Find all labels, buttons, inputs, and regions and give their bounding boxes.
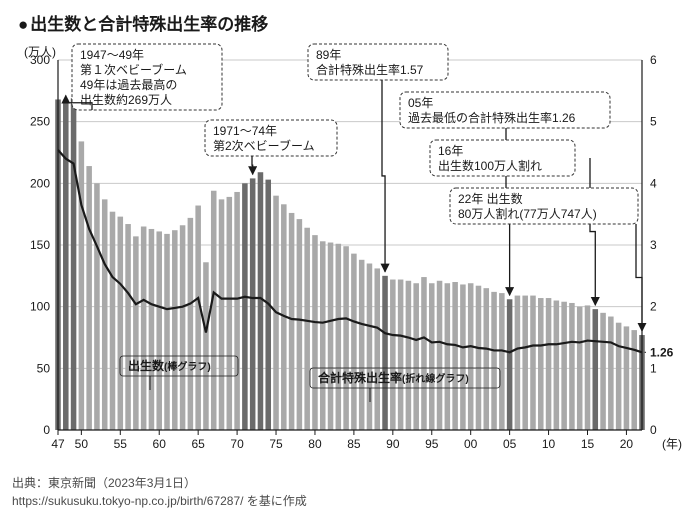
svg-text:2: 2: [650, 300, 657, 314]
svg-text:49年は過去最高の: 49年は過去最高の: [80, 77, 177, 92]
svg-text:05: 05: [503, 437, 517, 451]
svg-text:(年): (年): [662, 437, 682, 451]
svg-text:0: 0: [43, 423, 50, 437]
svg-text:3: 3: [650, 238, 657, 252]
svg-text:過去最低の合計特殊出生率1.26: 過去最低の合計特殊出生率1.26: [408, 110, 576, 125]
svg-text:100: 100: [30, 300, 50, 314]
birth-rate-chart: 05010015020025030001234561.2647505560657…: [0, 40, 700, 470]
svg-text:1971～74年: 1971～74年: [213, 124, 277, 138]
svg-text:合計特殊出生率1.57: 合計特殊出生率1.57: [316, 62, 424, 77]
svg-text:95: 95: [425, 437, 439, 451]
svg-text:1: 1: [650, 361, 657, 375]
svg-text:47: 47: [51, 437, 65, 451]
svg-text:第2次ベビーブーム: 第2次ベビーブーム: [213, 138, 315, 153]
svg-text:5: 5: [650, 115, 657, 129]
svg-text:出生数100万人割れ: 出生数100万人割れ: [438, 158, 542, 173]
chart-container: 05010015020025030001234561.2647505560657…: [0, 40, 700, 470]
svg-text:第１次ベビーブーム: 第１次ベビーブーム: [80, 62, 187, 77]
svg-text:4: 4: [650, 176, 657, 190]
svg-text:55: 55: [114, 437, 128, 451]
svg-text:1.26: 1.26: [650, 345, 674, 359]
svg-text:05年: 05年: [408, 96, 433, 110]
svg-text:0: 0: [650, 423, 657, 437]
svg-text:6: 6: [650, 53, 657, 67]
svg-text:70: 70: [230, 437, 244, 451]
svg-text:60: 60: [153, 437, 167, 451]
source-line-2: https://sukusuku.tokyo-np.co.jp/birth/67…: [12, 492, 307, 509]
svg-text:75: 75: [269, 437, 283, 451]
svg-text:80: 80: [308, 437, 322, 451]
chart-title: 出生数と合計特殊出生率の推移: [18, 10, 268, 35]
svg-text:80万人割れ(77万人747人): 80万人割れ(77万人747人): [458, 206, 597, 221]
svg-text:150: 150: [30, 238, 50, 252]
svg-text:50: 50: [75, 437, 89, 451]
svg-text:22年 出生数: 22年 出生数: [458, 191, 523, 206]
svg-text:50: 50: [37, 361, 51, 375]
svg-text:15: 15: [581, 437, 595, 451]
svg-text:16年: 16年: [438, 144, 463, 158]
svg-text:(万人): (万人): [24, 45, 56, 59]
svg-text:90: 90: [386, 437, 400, 451]
svg-text:65: 65: [191, 437, 205, 451]
svg-text:89年: 89年: [316, 48, 341, 62]
svg-text:00: 00: [464, 437, 478, 451]
svg-text:250: 250: [30, 115, 50, 129]
svg-text:10: 10: [542, 437, 556, 451]
svg-text:20: 20: [620, 437, 634, 451]
svg-text:85: 85: [347, 437, 361, 451]
source-line-1: 出典：東京新聞（2023年3月1日）: [12, 474, 196, 491]
svg-text:出生数約269万人: 出生数約269万人: [80, 92, 172, 107]
svg-text:200: 200: [30, 176, 50, 190]
svg-text:1947～49年: 1947～49年: [80, 48, 144, 62]
